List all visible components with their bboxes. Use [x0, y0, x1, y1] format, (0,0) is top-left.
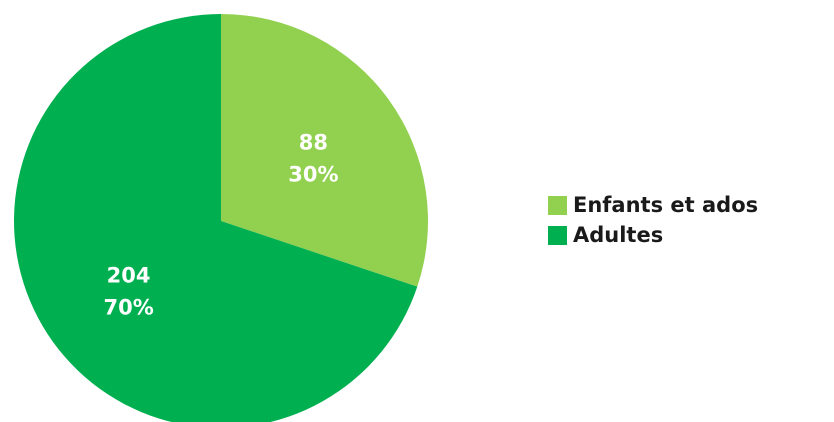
value-label-adultes: 204	[107, 264, 151, 288]
pie-slices	[14, 14, 428, 422]
pie-slice-enfants-et-ados	[221, 14, 428, 287]
legend-item-enfants-et-ados: Enfants et ados	[548, 190, 758, 220]
pie-data-labels: 88 30% 204 70%	[103, 130, 338, 319]
percent-label-adultes: 70%	[103, 296, 153, 320]
legend-item-adultes: Adultes	[548, 220, 758, 250]
value-label-enfants-et-ados: 88	[299, 130, 328, 154]
chart-legend: Enfants et ados Adultes	[548, 190, 758, 250]
legend-swatch-adultes	[548, 225, 567, 245]
legend-label-adultes: Adultes	[573, 223, 664, 247]
legend-swatch-enfants-et-ados	[548, 195, 567, 215]
legend-label-enfants-et-ados: Enfants et ados	[573, 193, 759, 217]
percent-label-enfants-et-ados: 30%	[288, 162, 338, 186]
pie-slice-adultes	[14, 14, 418, 422]
